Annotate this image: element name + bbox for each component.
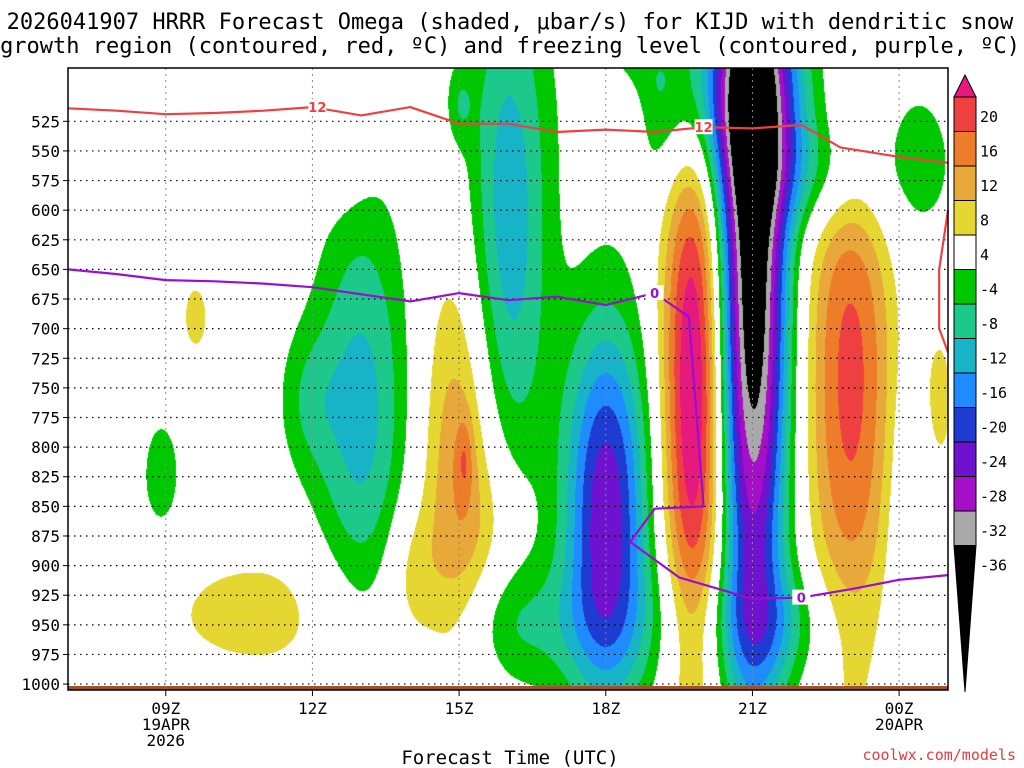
colorbar-label: 8	[980, 212, 989, 230]
colorbar-top-arrow	[953, 73, 977, 98]
y-tick-label: 675	[31, 290, 60, 309]
x-axis-title: Forecast Time (UTC)	[401, 747, 618, 768]
x-tick-label: 18Z	[591, 699, 620, 718]
freezing-level-contour-label: 0	[797, 592, 806, 607]
colorbar-bin	[953, 131, 977, 167]
plot-frame	[67, 67, 949, 691]
colorbar-bin	[953, 372, 977, 408]
y-tick-label: 1000	[21, 675, 60, 694]
chart-title-line2: growth region (contoured, red, ºC) and f…	[0, 34, 1020, 59]
ground-surface	[68, 686, 948, 690]
y-tick-label: 850	[31, 497, 60, 516]
colorbar-label: 12	[980, 177, 998, 195]
colorbar-label: -32	[980, 522, 1007, 540]
y-tick-label: 975	[31, 645, 60, 664]
x-tick-label: 15Z	[445, 699, 474, 718]
dgz-right-edge-contour	[938, 210, 950, 353]
colorbar: 20 16 12 8 4 -4 -8 -12 -16 -20 -24 -28 -32 -36	[953, 73, 1007, 693]
y-tick-label: 900	[31, 557, 60, 576]
colorbar-bin	[953, 510, 977, 546]
freezing-level-contour-label: 0	[650, 287, 659, 302]
y-tick-label: 550	[31, 142, 60, 161]
y-tick-label: 600	[31, 201, 60, 220]
x-tick-label: 00Z	[885, 699, 914, 718]
colorbar-bin	[953, 165, 977, 201]
x-tick-label: 19APR	[142, 715, 191, 734]
temperature-contours: 12 12 0 0	[67, 99, 950, 607]
colorbar-bin	[953, 96, 977, 132]
y-tick-label: 950	[31, 616, 60, 635]
colorbar-bottom-arrow	[953, 545, 977, 693]
dgz-12c-contour-label-bg	[308, 99, 327, 115]
colorbar-bin	[953, 441, 977, 477]
y-axis-ticks: 525 550 575 600 625 650 675 700 725 750 775 800 825 8…	[21, 112, 68, 694]
y-tick-label: 625	[31, 231, 60, 250]
colorbar-label: -8	[980, 315, 998, 333]
colorbar-label: -28	[980, 488, 1007, 506]
colorbar-bin	[953, 476, 977, 512]
freezing-level-contour	[67, 268, 949, 600]
colorbar-label: -20	[980, 419, 1007, 437]
y-tick-label: 525	[31, 112, 60, 131]
y-tick-label: 725	[31, 349, 60, 368]
y-tick-label: 750	[31, 379, 60, 398]
y-tick-label: 800	[31, 438, 60, 457]
x-tick-label: 09Z	[151, 699, 180, 718]
dgz-12c-contour-label-bg	[694, 119, 713, 135]
credit-label: coolwx.com/models	[862, 746, 1016, 764]
colorbar-label: 4	[980, 246, 989, 264]
colorbar-bin	[953, 407, 977, 443]
colorbar-bin	[953, 269, 977, 305]
x-tick-label: 20APR	[875, 715, 924, 734]
x-tick-label: 12Z	[298, 699, 327, 718]
y-tick-label: 925	[31, 586, 60, 605]
omega-shading	[68, 68, 948, 690]
colorbar-label: -16	[980, 384, 1007, 402]
chart-title-line1: 2026041907 HRRR Forecast Omega (shaded, …	[7, 10, 1014, 35]
colorbar-label: -4	[980, 281, 998, 299]
x-tick-label: 2026	[147, 731, 186, 750]
colorbar-bin	[953, 234, 977, 270]
colorbar-label: -12	[980, 350, 1007, 368]
colorbar-label: 20	[980, 108, 998, 126]
dgz-12c-contour	[67, 106, 949, 164]
colorbar-label: -24	[980, 453, 1007, 471]
freezing-level-contour-label-bg	[792, 589, 811, 605]
colorbar-label: 16	[980, 143, 998, 161]
y-tick-label: 775	[31, 409, 60, 428]
colorbar-label: -36	[980, 557, 1007, 575]
colorbar-bin	[953, 338, 977, 374]
colorbar-bin	[953, 303, 977, 339]
y-tick-label: 650	[31, 260, 60, 279]
dgz-12c-contour-label: 12	[695, 121, 713, 136]
colorbar-bin	[953, 200, 977, 236]
y-tick-label: 875	[31, 527, 60, 546]
dgz-12c-contour-label: 12	[308, 101, 326, 116]
y-tick-label: 575	[31, 172, 60, 191]
y-tick-label: 825	[31, 468, 60, 487]
freezing-level-contour-label-bg	[645, 285, 664, 301]
y-tick-label: 700	[31, 320, 60, 339]
x-tick-label: 21Z	[738, 699, 767, 718]
